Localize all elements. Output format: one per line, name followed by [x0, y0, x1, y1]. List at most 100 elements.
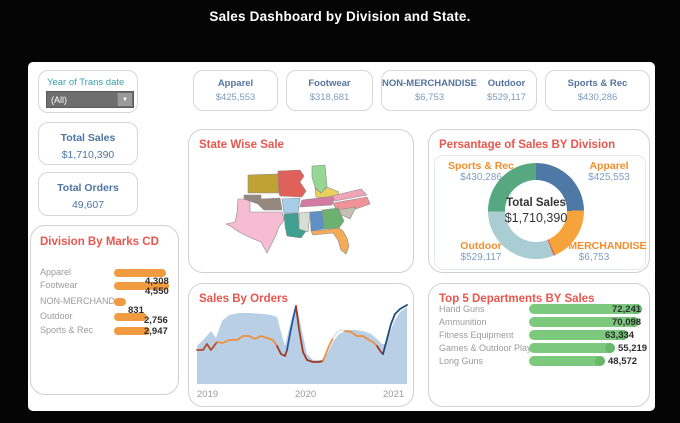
bar-row-label: Sports & Rec: [40, 325, 94, 335]
state-virginia[interactable]: [331, 188, 368, 202]
total-orders-label: Total Orders: [57, 182, 119, 194]
state-tennessee[interactable]: [299, 195, 336, 208]
division-marks-title: Division By Marks CD: [40, 236, 159, 248]
kpi-value: $529,117: [487, 92, 526, 103]
bar-row-label: Outdoor: [40, 311, 73, 321]
donut-card: Persantage of Sales BY Division Sports &…: [428, 129, 650, 273]
state-florida[interactable]: [310, 227, 350, 255]
bar-value: 48,572: [608, 356, 638, 367]
donut-center-label: Total Sales: [506, 197, 566, 209]
kpi-card-nonmerch-outdoor: NON-MERCHANDISE $6,753 Outdoor $529,117: [381, 70, 537, 111]
kpi-card-sports-rec: Sports & Rec $430,286: [545, 70, 650, 111]
state-louisiana[interactable]: [283, 212, 307, 239]
state-alabama[interactable]: [309, 210, 325, 232]
x-tick-2021: 2021: [383, 389, 405, 400]
donut-center-value: $1,710,390: [504, 211, 568, 225]
total-sales-label: Total Sales: [60, 132, 116, 144]
kpi-value: $425,553: [215, 92, 256, 103]
bar-row-label: Apparel: [40, 267, 72, 277]
bar-non-merchandise[interactable]: [114, 298, 126, 306]
kpi-name: Apparel: [217, 78, 254, 89]
year-filter-card: Year of Trans date (All) ▼: [38, 70, 138, 113]
bar-value: 63,334: [605, 330, 635, 341]
kpi-outdoor: Outdoor $529,117: [477, 71, 536, 110]
callout-name: Sports & Rec: [448, 160, 514, 172]
bar-row-label: Hand Guns: [439, 304, 485, 314]
top5-title: Top 5 Departments BY Sales: [439, 293, 595, 305]
bar-value: 70,098: [612, 317, 642, 328]
state-mississippi[interactable]: [298, 211, 311, 233]
dashboard-title: Sales Dashboard by Division and State.: [209, 9, 471, 24]
x-tick-2020: 2020: [295, 389, 317, 400]
bar-value: 2,947: [144, 326, 168, 337]
bar-footwear[interactable]: [114, 282, 169, 290]
year-filter-value: (All): [51, 94, 67, 105]
donut-title: Persantage of Sales BY Division: [439, 139, 616, 151]
callout-name: Apparel: [589, 160, 629, 172]
bar-value: 4,550: [145, 286, 169, 297]
bar-value: 55,219: [618, 343, 648, 354]
state-texas[interactable]: [225, 198, 285, 254]
donut-center-text: Total Sales $1,710,390: [469, 197, 603, 225]
callout-value: $425,553: [588, 172, 630, 183]
total-sales-value: $1,710,390: [61, 149, 115, 161]
kpi-card-footwear: Footwear $318,681: [286, 70, 373, 111]
kpi-name: Outdoor: [487, 78, 526, 89]
callout-apparel: Apparel $425,553: [569, 160, 649, 183]
callout-sports-rec: Sports & Rec $430,286: [431, 160, 531, 183]
state-north-carolina[interactable]: [332, 196, 371, 212]
callout-name: Outdoor: [460, 240, 502, 252]
bar-value: 831: [128, 305, 144, 316]
callout-value: $529,117: [460, 252, 502, 263]
bar-value: 2,756: [144, 315, 168, 326]
total-orders-value: 49,607: [71, 199, 105, 211]
kpi-value: $318,681: [309, 92, 350, 103]
bar-row-label: Footwear: [40, 280, 78, 290]
bar-ammunition[interactable]: [529, 317, 639, 327]
bar-hand-guns[interactable]: [529, 304, 642, 314]
orders-area-chart[interactable]: [189, 284, 415, 408]
division-by-marks-card: Division By Marks CD Apparel Footwear NO…: [30, 225, 179, 395]
kpi-value: $430,286: [577, 92, 618, 103]
sales-by-orders-card: Sales By Orders 2019 2020 2021: [188, 283, 414, 407]
state-oklahoma[interactable]: [243, 194, 283, 211]
top5-card: Top 5 Departments BY Sales Hand Guns Amm…: [428, 283, 650, 407]
total-sales-card: Total Sales $1,710,390: [38, 122, 138, 165]
bar-games-outdoor-play[interactable]: [529, 343, 615, 353]
year-filter-dropdown[interactable]: (All) ▼: [46, 91, 134, 108]
state-map-title: State Wise Sale: [199, 139, 284, 151]
bar-fitness-equipment[interactable]: [529, 330, 628, 340]
total-orders-card: Total Orders 49,607: [38, 172, 138, 216]
bar-row-label: Ammunition: [439, 317, 487, 327]
bar-value: 4,308: [145, 276, 169, 287]
state-map-card: State Wise Sale: [188, 129, 414, 273]
orders-title: Sales By Orders: [199, 293, 288, 305]
callout-value: $6,753: [578, 252, 610, 263]
callout-value: $430,286: [460, 172, 502, 183]
kpi-value: $6,753: [414, 92, 445, 103]
bar-row-label: Fitness Equipment: [439, 330, 514, 340]
bar-row-label: Games & Outdoor Play: [439, 343, 531, 353]
dropdown-caret-icon[interactable]: ▼: [117, 93, 132, 106]
callout-outdoor: Outdoor $529,117: [433, 240, 529, 263]
kpi-name: Footwear: [308, 78, 351, 89]
bar-long-guns[interactable]: [529, 356, 605, 366]
kpi-name: NON-MERCHANDISE: [382, 78, 477, 89]
bar-value: 72,241: [612, 304, 642, 315]
kpi-name: Sports & Rec: [567, 78, 628, 89]
bar-apparel[interactable]: [114, 269, 166, 277]
state-missouri[interactable]: [277, 169, 307, 198]
state-kansas[interactable]: [247, 173, 280, 194]
state-georgia[interactable]: [321, 207, 345, 230]
orders-line[interactable]: [196, 304, 408, 363]
us-states-map[interactable]: [189, 130, 415, 274]
bar-row-label: Long Guns: [439, 356, 484, 366]
year-filter-label: Year of Trans date: [47, 77, 125, 88]
bar-sports-rec[interactable]: [114, 327, 150, 335]
x-tick-2019: 2019: [197, 389, 219, 400]
donut-chart[interactable]: [488, 163, 584, 259]
bar-outdoor[interactable]: [114, 313, 147, 321]
donut-inner-box: [434, 155, 646, 270]
state-arkansas[interactable]: [281, 197, 301, 214]
